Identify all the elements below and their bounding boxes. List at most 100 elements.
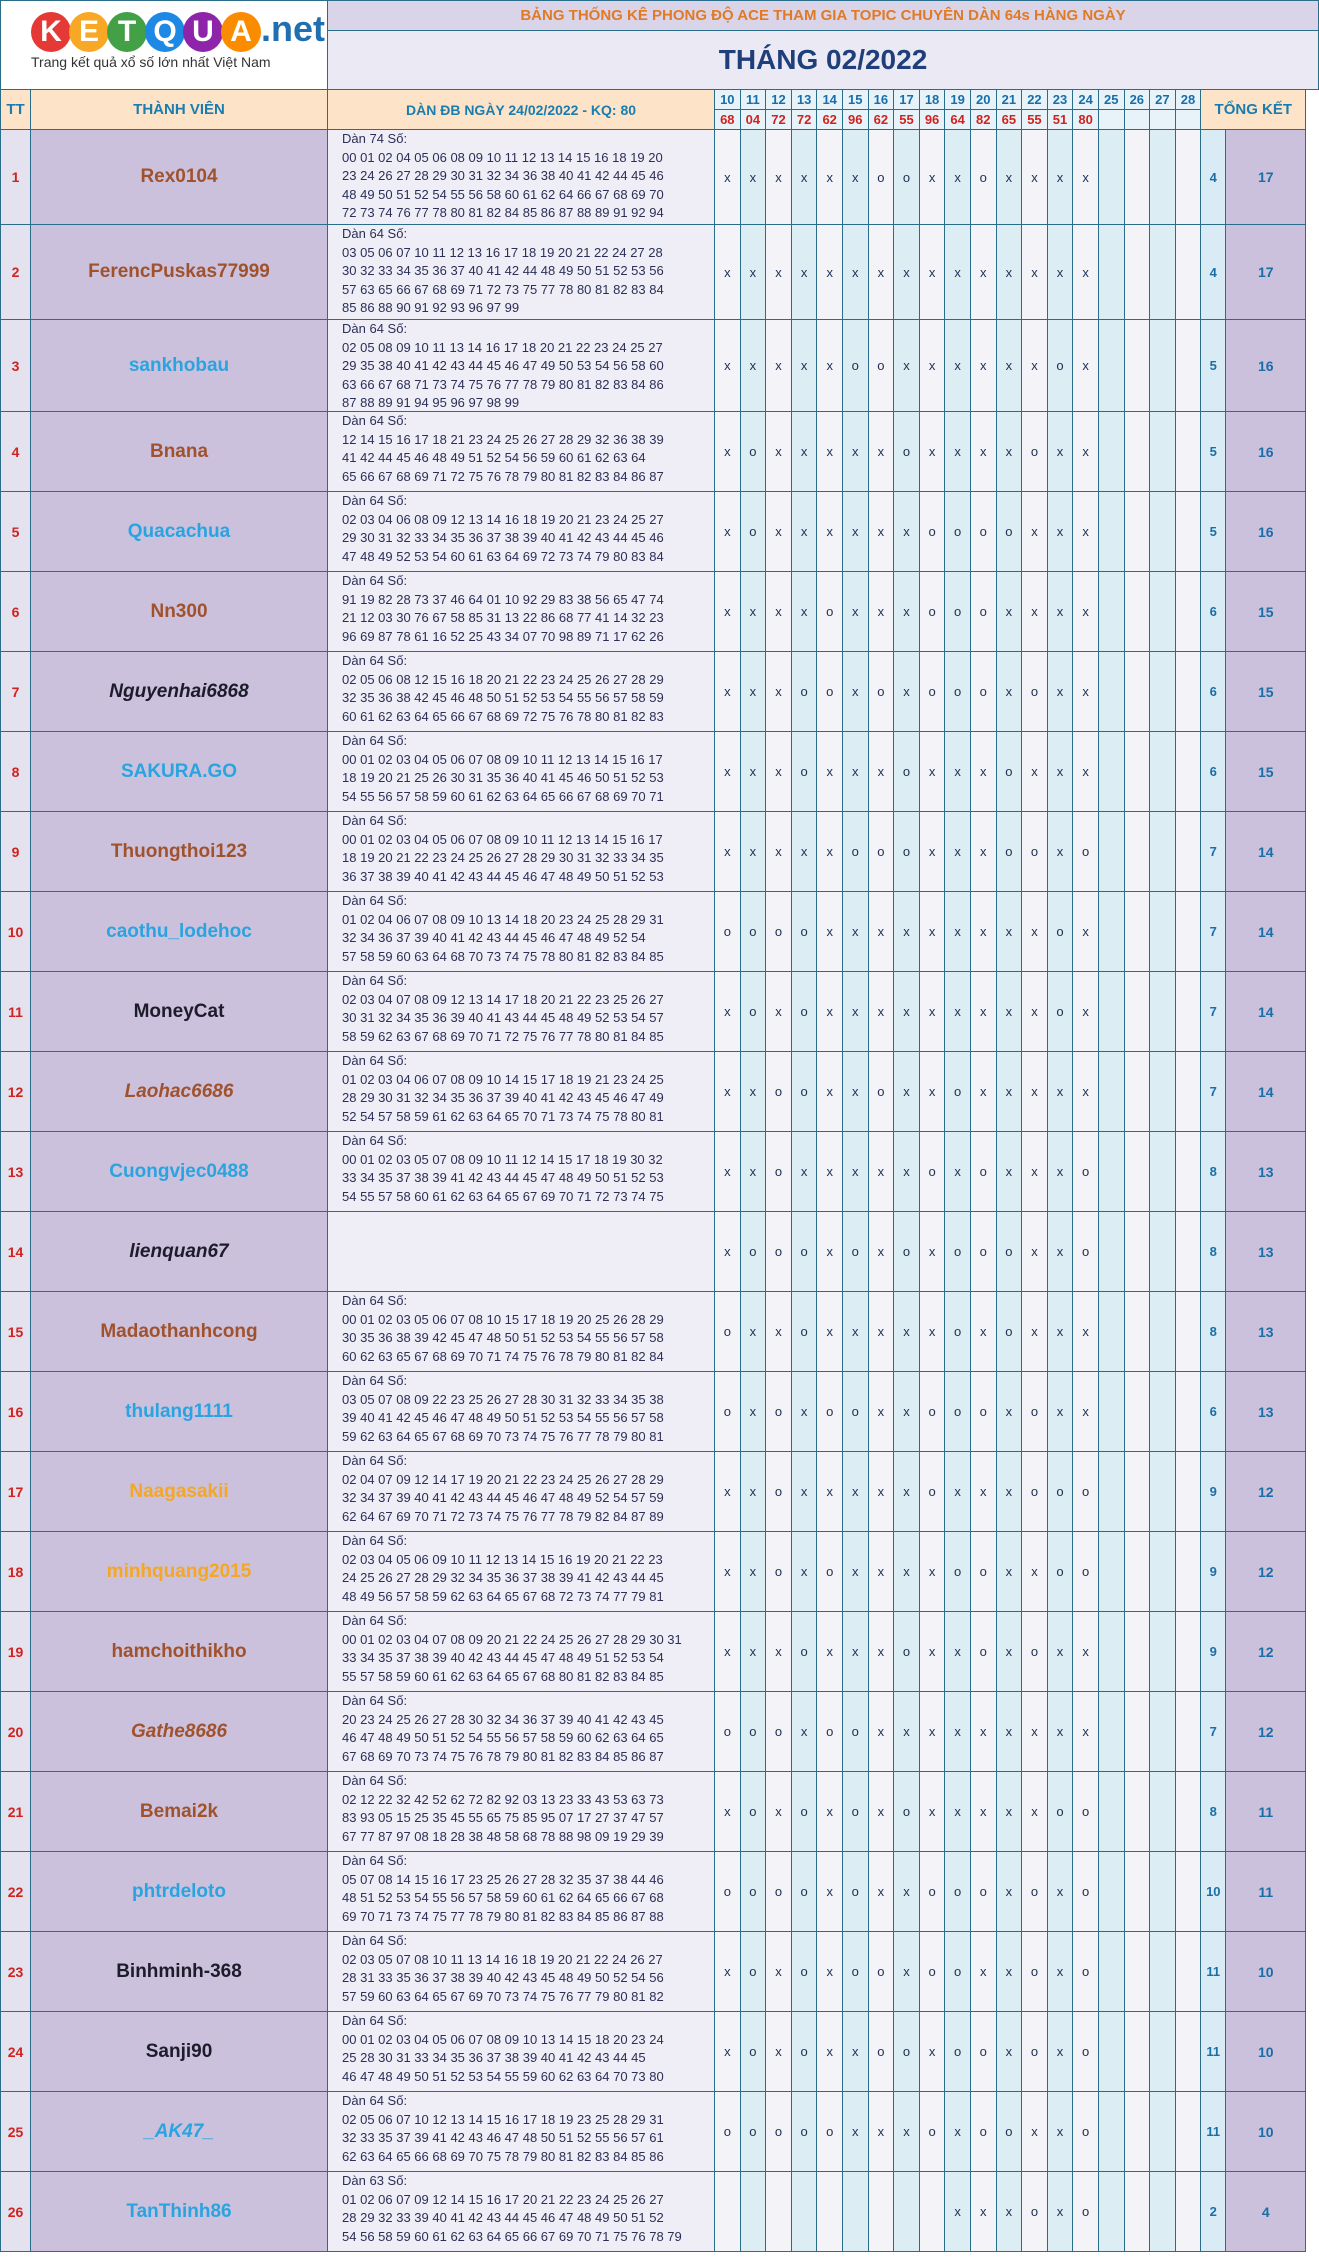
day-mark xyxy=(1123,571,1151,652)
dan-line: 72 73 74 76 77 78 80 81 82 84 85 86 87 8… xyxy=(342,205,664,220)
day-mark: o xyxy=(790,971,818,1052)
day-mark: o xyxy=(1046,1451,1074,1532)
day-mark: o xyxy=(1021,1451,1048,1532)
logo-suffix: .net xyxy=(261,8,326,49)
day-header: 16 xyxy=(867,89,895,110)
dan-line: 01 02 06 07 09 12 14 15 16 17 20 21 22 2… xyxy=(342,2191,664,2207)
row-summary: 9 xyxy=(1200,1531,1227,1612)
dan-line: 57 59 60 63 64 65 67 69 70 73 74 75 76 7… xyxy=(342,1988,664,2004)
day-mark: o xyxy=(790,1291,818,1372)
day-mark: o xyxy=(944,1371,971,1452)
day-mark: x xyxy=(1046,129,1074,225)
day-mark: x xyxy=(1021,491,1048,572)
day-mark: x xyxy=(841,971,869,1052)
dan-line: 21 12 03 30 76 67 58 85 31 13 22 86 68 7… xyxy=(342,610,664,625)
day-mark: o xyxy=(1046,971,1074,1052)
day-mark: x xyxy=(1046,1291,1074,1372)
day-mark xyxy=(1097,1451,1125,1532)
member-name[interactable]: Nguyenhai6868 xyxy=(29,651,329,732)
member-name[interactable]: Bnana xyxy=(29,411,329,492)
day-mark: x xyxy=(918,1051,946,1132)
day-mark: x xyxy=(816,1291,843,1372)
day-mark: x xyxy=(714,411,741,492)
member-name[interactable]: Laohac6686 xyxy=(29,1051,329,1132)
day-mark: x xyxy=(765,1291,792,1372)
dan-line: 52 54 57 58 59 61 62 63 64 65 70 71 73 7… xyxy=(342,1108,664,1124)
day-mark: o xyxy=(867,1931,895,2012)
member-name[interactable]: Madaothanhcong xyxy=(29,1291,329,1372)
dan-line: 28 29 30 31 32 34 35 36 37 39 40 41 42 4… xyxy=(342,1090,664,1105)
day-mark: x xyxy=(1072,1371,1099,1452)
member-name[interactable]: Sanji90 xyxy=(29,2011,329,2092)
member-name[interactable]: Binhminh-368 xyxy=(29,1931,329,2012)
member-name[interactable]: _AK47_ xyxy=(29,2091,329,2172)
member-name[interactable]: lienquan67 xyxy=(29,1211,329,1292)
day-mark: x xyxy=(1072,319,1099,412)
header-tt: TT xyxy=(0,89,31,130)
dan-line: Dàn 64 Số: xyxy=(342,813,408,828)
member-name[interactable]: phtrdeloto xyxy=(29,1851,329,1932)
day-mark xyxy=(1174,1211,1202,1292)
member-name[interactable]: Rex0104 xyxy=(29,129,329,225)
header-row: TT THÀNH VIÊN DÀN ĐB NGÀY 24/02/2022 - KQ:… xyxy=(0,89,1319,130)
day-mark: x xyxy=(918,731,946,812)
day-mark: o xyxy=(944,651,971,732)
dan-line: 02 03 04 07 08 09 12 13 14 17 18 20 21 2… xyxy=(342,991,664,1007)
member-name[interactable]: Nn300 xyxy=(29,571,329,652)
day-mark: x xyxy=(1072,891,1099,972)
member-name[interactable]: Gathe8686 xyxy=(29,1691,329,1772)
day-mark: x xyxy=(918,224,946,320)
day-mark: o xyxy=(944,1931,971,2012)
day-mark: o xyxy=(867,1051,895,1132)
day-mark: o xyxy=(714,1371,741,1452)
day-mark xyxy=(1123,891,1151,972)
dan-line: Dàn 64 Số: xyxy=(342,573,408,588)
day-mark: o xyxy=(714,2091,741,2172)
day-mark xyxy=(1174,1371,1202,1452)
day-mark: o xyxy=(1021,651,1048,732)
member-name[interactable]: caothu_lodehoc xyxy=(29,891,329,972)
member-name[interactable]: hamchoithikho xyxy=(29,1611,329,1692)
day-mark: o xyxy=(790,731,818,812)
ketqua-logo[interactable]: K E T Q U A .net Trang kết quả xổ số lớn nhất V… xyxy=(2,2,327,89)
member-name[interactable]: Quacachua xyxy=(29,491,329,572)
member-name[interactable]: minhquang2015 xyxy=(29,1531,329,1612)
row-summary: 11 xyxy=(1200,2091,1227,2172)
day-mark: o xyxy=(841,1371,869,1452)
dan-line: Dàn 64 Số: xyxy=(342,2093,408,2108)
member-name[interactable]: TanThinh86 xyxy=(29,2171,329,2252)
member-name[interactable]: sankhobau xyxy=(29,319,329,412)
dan-line: 33 34 35 37 38 39 40 42 43 44 45 47 48 4… xyxy=(342,1650,664,1665)
member-name[interactable]: Thuongthoi123 xyxy=(29,811,329,892)
dan-line: 24 25 26 27 28 29 32 34 35 36 37 38 39 4… xyxy=(342,1570,664,1585)
row-summary: 11 xyxy=(1200,2011,1227,2092)
day-mark: x xyxy=(995,1371,1023,1452)
row-total: 12 xyxy=(1225,1691,1307,1772)
day-mark: x xyxy=(765,129,792,225)
day-mark: x xyxy=(739,1371,767,1452)
day-mark: x xyxy=(1021,971,1048,1052)
member-name[interactable]: thulang1111 xyxy=(29,1371,329,1452)
member-name[interactable]: SAKURA.GO xyxy=(29,731,329,812)
day-mark: x xyxy=(714,731,741,812)
dan-line: Dàn 64 Số: xyxy=(342,226,408,241)
member-row: 5 Quacachua Dàn 64 Số: 02 03 04 06 08 09 12… xyxy=(0,491,1319,572)
day-mark: o xyxy=(944,571,971,652)
member-name[interactable]: FerencPuskas77999 xyxy=(29,224,329,320)
member-name[interactable]: Naagasakii xyxy=(29,1451,329,1532)
row-summary: 7 xyxy=(1200,811,1227,892)
member-name[interactable]: Cuongvjec0488 xyxy=(29,1131,329,1212)
dan-line: 00 01 02 03 04 07 08 09 20 21 22 24 25 2… xyxy=(342,1631,682,1647)
member-row: 1 Rex0104 Dàn 74 Số: 00 01 02 04 05 06 08 0… xyxy=(0,129,1319,225)
member-row: 21 Bemai2k Dàn 64 Số: 02 12 22 32 42 52 62 … xyxy=(0,1771,1319,1852)
day-mark xyxy=(1174,1131,1202,1212)
day-mark: o xyxy=(918,2091,946,2172)
member-row: 17 Naagasakii Dàn 64 Số: 02 04 07 09 12 14 … xyxy=(0,1451,1319,1532)
day-mark: x xyxy=(995,1051,1023,1132)
day-mark: x xyxy=(714,1771,741,1852)
member-name[interactable]: MoneyCat xyxy=(29,971,329,1052)
row-number: 7 xyxy=(0,651,31,732)
day-result: 62 xyxy=(816,109,843,130)
member-name[interactable]: Bemai2k xyxy=(29,1771,329,1852)
day-mark: o xyxy=(893,411,920,492)
